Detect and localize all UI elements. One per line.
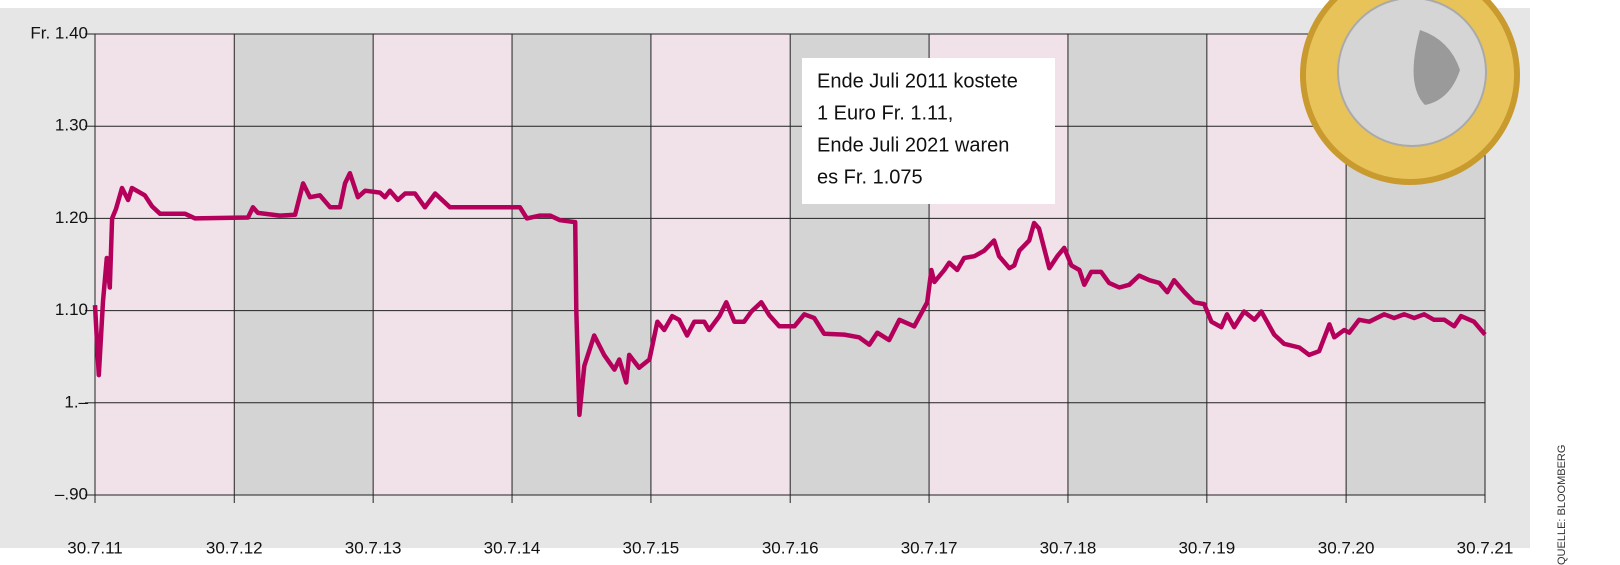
annotation-line: 1 Euro Fr. 1.11, (817, 102, 953, 124)
x-tick-label: 30.7.20 (1318, 538, 1375, 557)
x-tick-label: 30.7.11 (67, 538, 122, 557)
y-tick-label: –.90 (55, 484, 88, 503)
band (1068, 34, 1207, 495)
x-tick-label: 30.7.12 (206, 538, 263, 557)
y-tick-label: 1.20 (55, 208, 88, 227)
chart: –.90 1.– 1.10 1.20 1.30 Fr. 1.40 30.7.11 30.7.1… (0, 0, 1620, 565)
y-tick-label: 1.30 (55, 116, 88, 135)
x-tick-label: 30.7.14 (484, 538, 541, 557)
x-tick-label: 30.7.18 (1040, 538, 1097, 557)
band (373, 34, 512, 495)
y-tick-label: Fr. 1.40 (30, 23, 88, 42)
annotation-line: Ende Juli 2021 waren (817, 134, 1009, 156)
band (234, 34, 373, 495)
source: QUELLE: BLOOMBERG (1556, 445, 1568, 565)
band (95, 34, 234, 495)
x-tick-label: 30.7.19 (1178, 538, 1235, 557)
y-tick-label: 1.10 (55, 300, 88, 319)
coin-center (1338, 0, 1486, 146)
page: –.90 1.– 1.10 1.20 1.30 Fr. 1.40 30.7.11 30.7.1… (0, 0, 1620, 565)
band (651, 34, 790, 495)
x-tick-label: 30.7.16 (762, 538, 819, 557)
annotation-line: es Fr. 1.075 (817, 166, 923, 188)
x-tick-label: 30.7.15 (623, 538, 680, 557)
band (512, 34, 651, 495)
x-tick-label: 30.7.21 (1457, 538, 1514, 557)
y-tick-label: 1.– (64, 392, 88, 411)
annotation-line: Ende Juli 2011 kostete (817, 70, 1018, 92)
x-tick-label: 30.7.13 (345, 538, 402, 557)
x-tick-label: 30.7.17 (901, 538, 958, 557)
